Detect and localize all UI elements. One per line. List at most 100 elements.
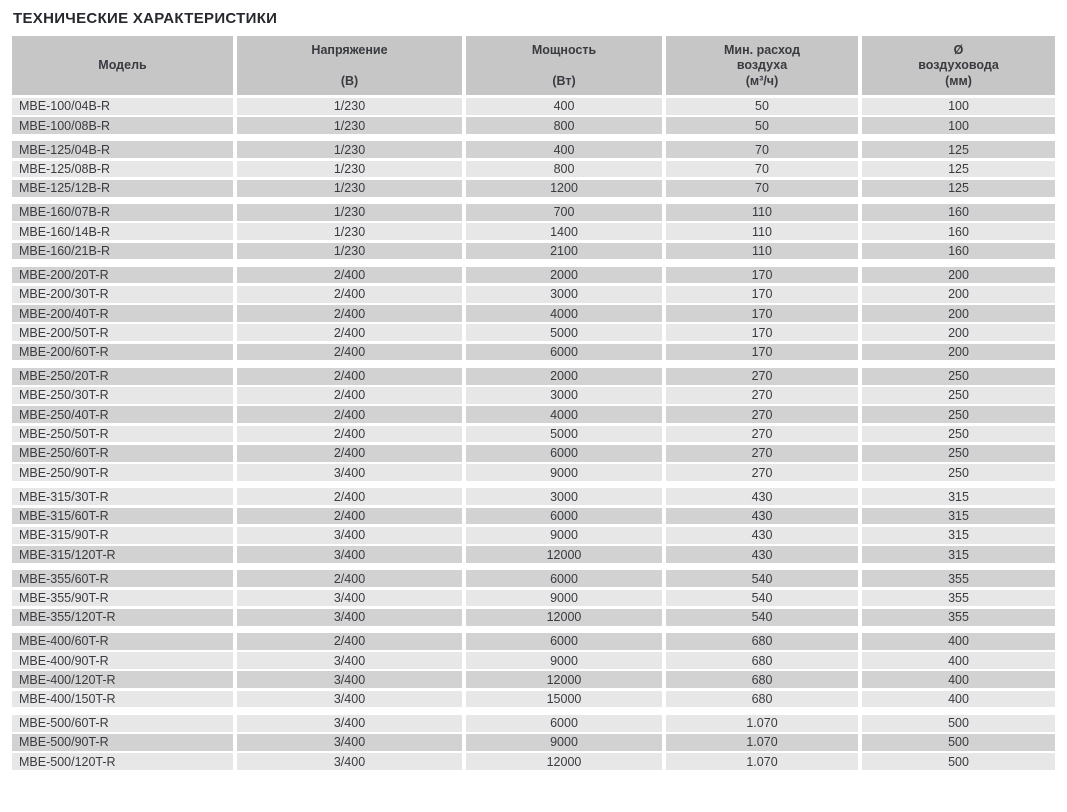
column-header-diameter: Ø воздуховода (мм): [862, 36, 1055, 95]
cell-diameter: 355: [862, 589, 1055, 607]
cell-diameter: 315: [862, 526, 1055, 544]
cell-airflow: 170: [666, 285, 858, 303]
cell-model: MBE-125/12B-R: [12, 179, 233, 197]
table-row: MBE-250/50T-R 2/400 5000 270 250: [12, 425, 1055, 443]
cell-power: 2000: [466, 367, 662, 385]
cell-voltage: 2/400: [237, 305, 462, 322]
cell-voltage: 2/400: [237, 285, 462, 303]
cell-model: MBE-200/40T-R: [12, 305, 233, 322]
cell-diameter: 250: [862, 464, 1055, 481]
cell-airflow: 110: [666, 204, 858, 221]
cell-model: MBE-315/60T-R: [12, 507, 233, 525]
cell-power: 5000: [466, 425, 662, 443]
table-row: MBE-200/50T-R 2/400 5000 170 200: [12, 324, 1055, 342]
cell-model: MBE-125/04B-R: [12, 141, 233, 159]
cell-diameter: 250: [862, 367, 1055, 385]
table-row: MBE-250/30T-R 2/400 3000 270 250: [12, 387, 1055, 404]
cell-diameter: 100: [862, 117, 1055, 134]
cell-model: MBE-200/30T-R: [12, 285, 233, 303]
cell-power: 3000: [466, 285, 662, 303]
cell-voltage: 2/400: [237, 324, 462, 342]
cell-voltage: 2/400: [237, 570, 462, 587]
table-row: MBE-125/04B-R 1/230 400 70 125: [12, 141, 1055, 159]
column-header-label: Мин. расход: [723, 43, 800, 57]
cell-airflow: 270: [666, 367, 858, 385]
cell-power: 400: [466, 98, 662, 115]
model-group: MBE-250/20T-R 2/400 2000 270 250 MBE-250/30T-…: [12, 367, 1055, 481]
cell-airflow: 1.070: [666, 734, 858, 751]
cell-airflow: 270: [666, 425, 858, 443]
table-row: MBE-160/21B-R 1/230 2100 110 160: [12, 242, 1055, 260]
cell-power: 9000: [466, 589, 662, 607]
cell-model: MBE-250/30T-R: [12, 387, 233, 404]
cell-voltage: 2/400: [237, 425, 462, 443]
cell-voltage: 3/400: [237, 526, 462, 544]
column-header-voltage: Напряжение (В): [237, 36, 462, 95]
cell-voltage: 3/400: [237, 464, 462, 481]
cell-power: 6000: [466, 507, 662, 525]
cell-diameter: 500: [862, 734, 1055, 751]
table-row: MBE-400/120T-R 3/400 12000 680 400: [12, 671, 1055, 689]
cell-diameter: 400: [862, 690, 1055, 708]
cell-airflow: 70: [666, 160, 858, 178]
cell-power: 1400: [466, 223, 662, 240]
table-row: MBE-250/20T-R 2/400 2000 270 250: [12, 367, 1055, 385]
cell-voltage: 1/230: [237, 98, 462, 115]
model-group: MBE-400/60T-R 2/400 6000 680 400 MBE-400/90T-…: [12, 632, 1055, 708]
cell-voltage: 3/400: [237, 546, 462, 563]
cell-diameter: 160: [862, 242, 1055, 260]
cell-power: 3000: [466, 488, 662, 506]
column-header-label: воздуховода: [918, 58, 999, 73]
cell-diameter: 315: [862, 507, 1055, 525]
cell-airflow: 270: [666, 406, 858, 424]
cell-voltage: 2/400: [237, 632, 462, 650]
cell-diameter: 160: [862, 223, 1055, 240]
cell-model: MBE-250/90T-R: [12, 464, 233, 481]
cell-power: 3000: [466, 387, 662, 404]
cell-voltage: 2/400: [237, 507, 462, 525]
cell-airflow: 170: [666, 343, 858, 361]
table-row: MBE-315/120T-R 3/400 12000 430 315: [12, 546, 1055, 563]
cell-model: MBE-315/30T-R: [12, 488, 233, 506]
cell-airflow: 1.070: [666, 714, 858, 732]
cell-model: MBE-250/60T-R: [12, 444, 233, 462]
cell-power: 700: [466, 204, 662, 221]
cell-voltage: 3/400: [237, 589, 462, 607]
table-body: MBE-100/04B-R 1/230 400 50 100 MBE-100/08B-R 1…: [12, 98, 1055, 771]
cell-model: MBE-400/90T-R: [12, 652, 233, 669]
cell-voltage: 3/400: [237, 714, 462, 732]
cell-model: MBE-355/60T-R: [12, 570, 233, 587]
model-group: MBE-200/20T-R 2/400 2000 170 200 MBE-200/30T-…: [12, 266, 1055, 361]
cell-airflow: 50: [666, 117, 858, 134]
cell-diameter: 250: [862, 425, 1055, 443]
cell-diameter: 400: [862, 632, 1055, 650]
cell-diameter: 250: [862, 387, 1055, 404]
cell-diameter: 125: [862, 141, 1055, 159]
cell-voltage: 3/400: [237, 652, 462, 669]
column-header-label: Модель: [98, 58, 147, 73]
cell-airflow: 540: [666, 608, 858, 626]
cell-voltage: 1/230: [237, 141, 462, 159]
cell-airflow: 430: [666, 546, 858, 563]
table-row: MBE-125/12B-R 1/230 1200 70 125: [12, 179, 1055, 197]
cell-airflow: 270: [666, 387, 858, 404]
table-row: MBE-200/60T-R 2/400 6000 170 200: [12, 343, 1055, 361]
cell-model: MBE-355/90T-R: [12, 589, 233, 607]
model-group: MBE-355/60T-R 2/400 6000 540 355 MBE-355/90T-…: [12, 570, 1055, 626]
cell-diameter: 250: [862, 406, 1055, 424]
column-header-label: Напряжение: [311, 43, 388, 57]
cell-model: MBE-500/60T-R: [12, 714, 233, 732]
cell-power: 6000: [466, 343, 662, 361]
cell-diameter: 355: [862, 570, 1055, 587]
column-header-label: Мощность: [531, 43, 597, 57]
cell-model: MBE-400/60T-R: [12, 632, 233, 650]
cell-airflow: 430: [666, 488, 858, 506]
cell-airflow: 540: [666, 570, 858, 587]
cell-airflow: 680: [666, 632, 858, 650]
table-row: MBE-400/90T-R 3/400 9000 680 400: [12, 652, 1055, 669]
page-title: ТЕХНИЧЕСКИЕ ХАРАКТЕРИСТИКИ: [13, 10, 278, 27]
cell-power: 400: [466, 141, 662, 159]
cell-voltage: 3/400: [237, 690, 462, 708]
column-header-unit: (м³/ч): [745, 73, 779, 88]
cell-model: MBE-250/40T-R: [12, 406, 233, 424]
